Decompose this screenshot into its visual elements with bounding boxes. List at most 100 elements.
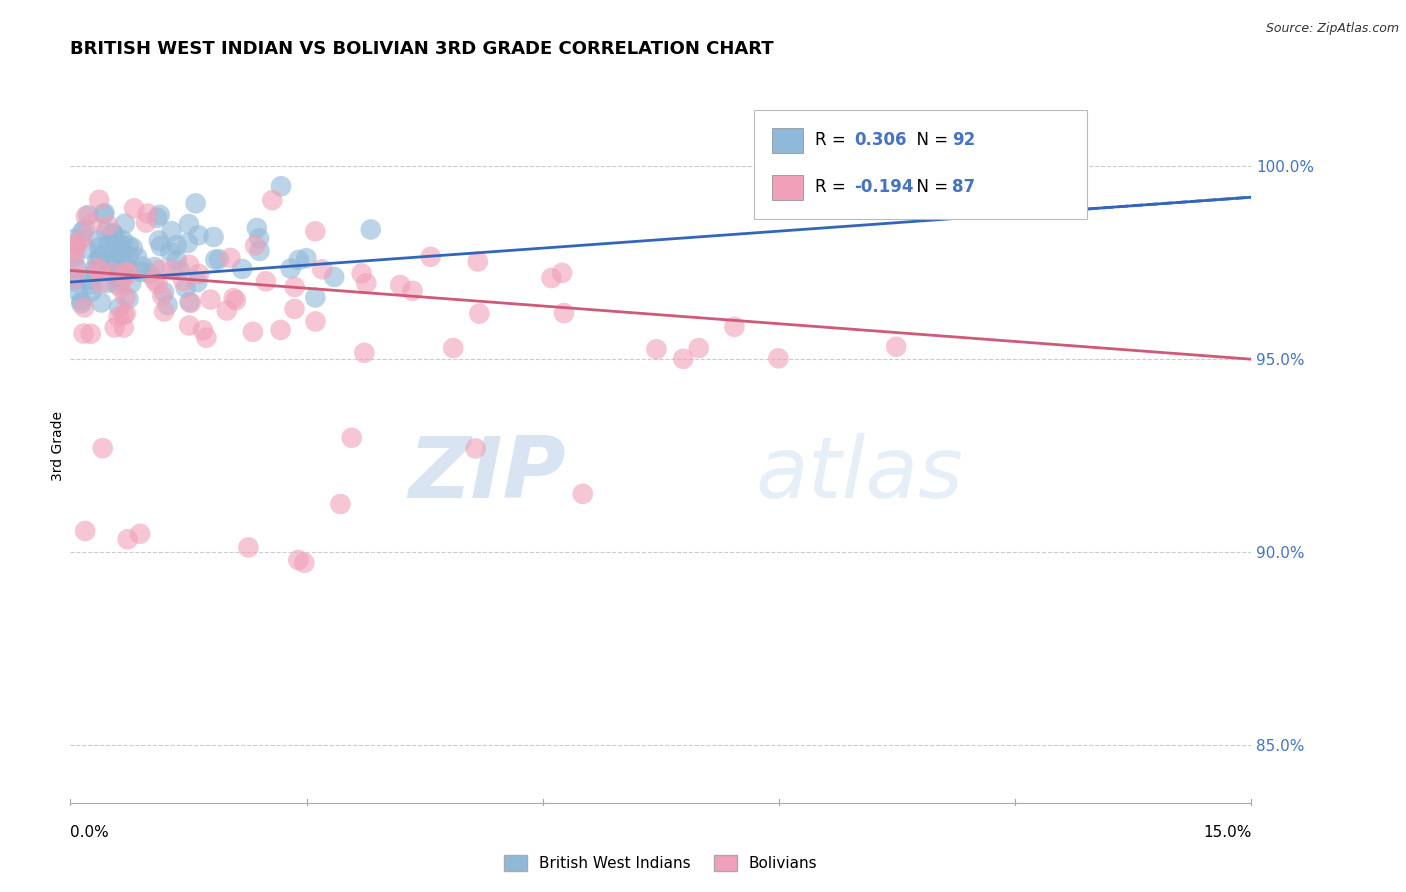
Point [63, 232, 86, 246]
Point [63, 275, 86, 289]
Point [96, 276, 118, 290]
Point [89, 264, 111, 278]
Point [138, 267, 160, 281]
Point [360, 222, 382, 236]
Point [188, 267, 211, 281]
Point [96, 225, 118, 239]
Point [70, 293, 93, 308]
Point [467, 254, 489, 268]
Point [112, 308, 135, 322]
Point [104, 320, 127, 334]
Point [127, 250, 149, 264]
Point [63, 272, 86, 286]
Point [166, 253, 188, 268]
Point [131, 260, 153, 274]
Point [65, 271, 87, 285]
Point [80, 277, 103, 292]
Point [179, 295, 201, 310]
Point [284, 280, 307, 294]
Point [77, 208, 100, 222]
Point [118, 249, 141, 263]
Point [215, 303, 238, 318]
Point [179, 318, 201, 333]
Point [225, 293, 247, 308]
Point [540, 271, 562, 285]
Point [242, 325, 264, 339]
Point [110, 244, 132, 258]
Point [350, 267, 373, 281]
Point [672, 351, 695, 366]
Point [280, 261, 302, 276]
Point [287, 553, 309, 567]
Point [149, 262, 172, 277]
Point [231, 262, 253, 277]
Point [115, 265, 138, 279]
Point [146, 211, 169, 225]
Point [97, 219, 120, 233]
Point [553, 306, 575, 320]
Point [84, 262, 107, 277]
Point [162, 263, 184, 277]
Point [73, 222, 96, 236]
Point [208, 252, 231, 267]
Point [75, 242, 97, 256]
Text: R =: R = [814, 131, 851, 149]
Point [304, 224, 326, 238]
Text: BRITISH WEST INDIAN VS BOLIVIAN 3RD GRADE CORRELATION CHART: BRITISH WEST INDIAN VS BOLIVIAN 3RD GRAD… [70, 40, 773, 58]
Point [243, 238, 266, 252]
Point [135, 216, 157, 230]
Text: atlas: atlas [755, 433, 963, 516]
Point [149, 239, 172, 253]
Text: 87: 87 [952, 178, 976, 196]
Point [645, 342, 668, 356]
Point [249, 244, 271, 258]
Point [66, 238, 89, 252]
Point [169, 263, 191, 277]
Point [177, 217, 200, 231]
Point [200, 293, 222, 307]
Point [129, 526, 152, 541]
Point [184, 196, 207, 211]
Point [174, 280, 197, 294]
Point [353, 345, 375, 359]
Point [97, 238, 120, 252]
Point [283, 301, 305, 316]
Point [146, 277, 169, 291]
Point [246, 221, 269, 235]
Point [65, 237, 87, 252]
Point [105, 277, 128, 292]
Point [93, 207, 115, 221]
Y-axis label: 3rd Grade: 3rd Grade [51, 411, 65, 481]
Point [191, 323, 214, 337]
Point [270, 179, 292, 194]
Point [292, 556, 315, 570]
Point [112, 264, 135, 278]
Legend: British West Indians, Bolivians: British West Indians, Bolivians [498, 849, 824, 877]
Point [108, 301, 131, 315]
Point [159, 244, 181, 259]
Point [103, 244, 125, 259]
Point [65, 260, 87, 275]
Point [80, 285, 103, 299]
Point [107, 235, 129, 249]
Point [114, 290, 136, 304]
Point [75, 524, 97, 538]
Point [114, 257, 136, 271]
Point [73, 301, 96, 315]
Text: 0.0%: 0.0% [70, 825, 110, 840]
Text: N =: N = [905, 131, 953, 149]
Point [117, 533, 139, 547]
Text: 0.306: 0.306 [853, 131, 907, 149]
Point [156, 298, 179, 312]
Point [114, 217, 136, 231]
Point [89, 240, 111, 254]
Point [304, 314, 326, 328]
Point [108, 239, 131, 253]
Point [87, 233, 110, 247]
Point [107, 253, 129, 268]
Text: Source: ZipAtlas.com: Source: ZipAtlas.com [1265, 22, 1399, 36]
Text: 92: 92 [952, 131, 976, 149]
Point [66, 237, 89, 252]
Point [329, 497, 352, 511]
Point [90, 276, 112, 290]
